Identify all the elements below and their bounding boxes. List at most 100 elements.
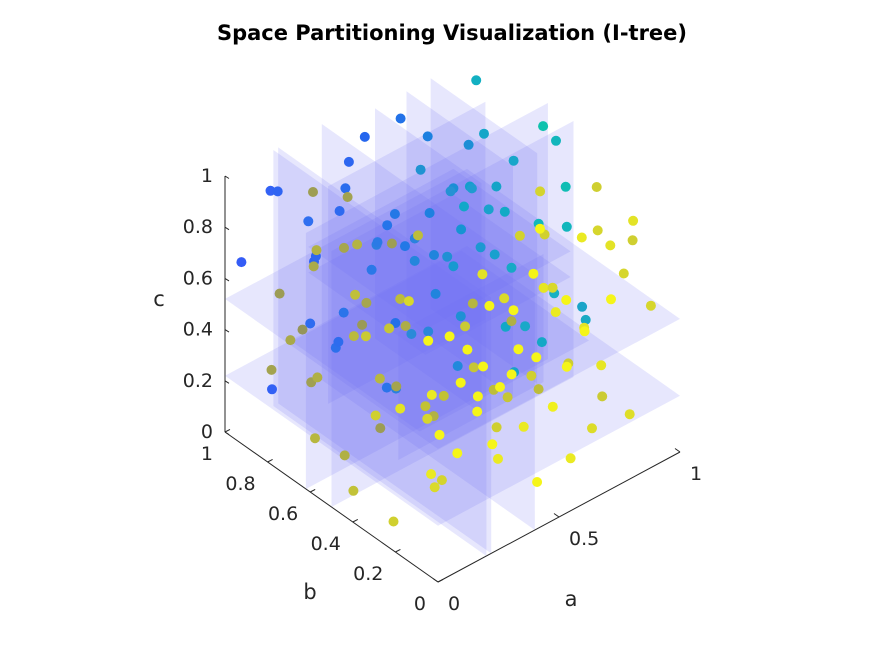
data-point [484,300,495,311]
data-point [391,381,402,392]
data-point [605,240,616,251]
data-point [400,321,411,331]
data-point [267,384,277,395]
data-point [472,406,483,417]
data-point [357,319,368,330]
data-point [547,282,558,293]
data-point [645,300,656,311]
z-tick-mark [224,431,230,435]
data-point [370,410,381,421]
data-point [340,183,351,194]
data-point [561,221,572,232]
data-point [424,208,435,218]
data-point [430,288,441,299]
data-point [560,181,571,192]
data-point [536,337,547,348]
data-point [409,255,420,266]
data-point [375,423,386,434]
data-point [495,382,505,392]
data-point [528,268,539,279]
data-point [483,204,494,215]
a-tick-mark [432,578,439,583]
partition-plane-c-14 [291,250,589,432]
data-point [442,251,453,262]
data-point [576,232,587,243]
data-point [520,321,531,332]
data-point [533,384,544,395]
data-point [384,323,395,334]
b-tick-mark [224,428,231,433]
data-point [400,241,410,252]
b-tick-mark [352,518,359,523]
data-point [596,360,607,371]
partition-planes [225,78,680,556]
data-point [460,321,471,332]
data-point [348,485,359,496]
data-point [426,389,437,400]
data-point [374,373,385,384]
data-point [381,382,392,393]
z-tick-mark [224,175,230,179]
data-point [348,331,359,342]
data-point [491,422,502,433]
data-point [395,294,406,304]
data-point [429,250,439,260]
data-point [333,336,344,347]
data-point [312,372,323,383]
data-point [463,139,474,150]
partition-plane-c-6 [225,168,680,449]
data-point [591,182,602,192]
z-tick-label: 0.4 [183,319,213,341]
partition-plane-a-0 [273,150,487,556]
data-point [395,113,406,124]
data-point [479,128,489,139]
scatter-points [236,75,656,527]
a-tick-mark [553,513,560,518]
b-tick-label: 0.8 [225,473,255,495]
data-point [272,186,283,197]
data-point [310,433,320,444]
data-point [455,377,466,388]
data-point [628,215,639,226]
data-point [395,403,406,414]
partition-plane-b-3 [331,121,574,507]
a-tick-mark [674,448,681,453]
data-point [339,450,350,461]
data-point [429,482,440,493]
data-point [434,429,445,440]
data-point [266,364,277,375]
data-point [577,301,588,312]
data-point [265,185,276,196]
data-point [506,316,517,327]
partition-plane-b-13 [398,254,544,460]
data-point [444,331,455,342]
y-axis-label: b [303,580,316,604]
data-point [462,344,473,355]
data-point [561,361,572,372]
data-point [475,242,486,253]
data-point [508,305,519,316]
data-point [350,289,361,300]
data-point [413,230,423,241]
data-point [502,392,513,403]
z-axis-label: c [153,287,165,311]
data-point [308,187,318,197]
data-point [532,477,543,487]
data-point [489,249,500,260]
data-point [580,314,591,325]
data-point [624,409,635,420]
a-tick-label: 1 [690,463,702,485]
b-tick-label: 0 [414,593,426,615]
partition-plane-b-9 [328,101,486,404]
data-point [423,335,434,346]
b-tick-label: 0.4 [311,533,341,555]
data-point [579,326,590,337]
a-tick-label: 0.5 [569,528,599,550]
data-point [366,264,377,275]
data-point [592,225,603,236]
b-axis-line [224,431,439,583]
b-tick-label: 0.6 [268,503,298,525]
data-point [297,324,308,335]
data-point [388,516,399,527]
data-point [547,401,558,412]
